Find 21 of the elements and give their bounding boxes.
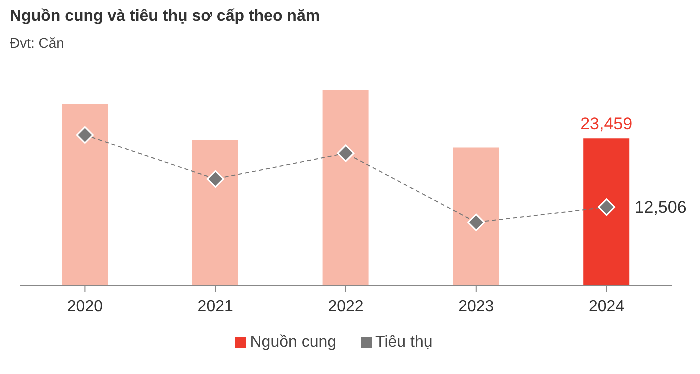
data-label: 23,459 <box>580 114 633 134</box>
x-tick-label: 2024 <box>589 298 625 316</box>
x-tick-label: 2020 <box>67 298 104 316</box>
data-label: 12,506 <box>634 198 687 217</box>
bar <box>322 90 369 286</box>
x-tick-label: 2022 <box>328 298 364 316</box>
point <box>206 170 224 188</box>
bar <box>62 104 108 286</box>
point <box>598 198 616 216</box>
bar <box>192 140 238 286</box>
x-tick-label: 2023 <box>458 298 494 316</box>
bar <box>453 148 500 286</box>
point <box>337 144 355 162</box>
chart-subtitle: Đvt: Căn <box>10 35 64 51</box>
point <box>76 126 94 144</box>
legend-label: Nguồn cung <box>250 334 337 351</box>
point <box>468 214 486 232</box>
chart-title: Nguồn cung và tiêu thụ sơ cấp theo năm <box>10 8 320 26</box>
x-tick-label: 2021 <box>198 298 234 316</box>
legend-label: Tiêu thụ <box>376 334 433 351</box>
bar <box>584 138 630 286</box>
